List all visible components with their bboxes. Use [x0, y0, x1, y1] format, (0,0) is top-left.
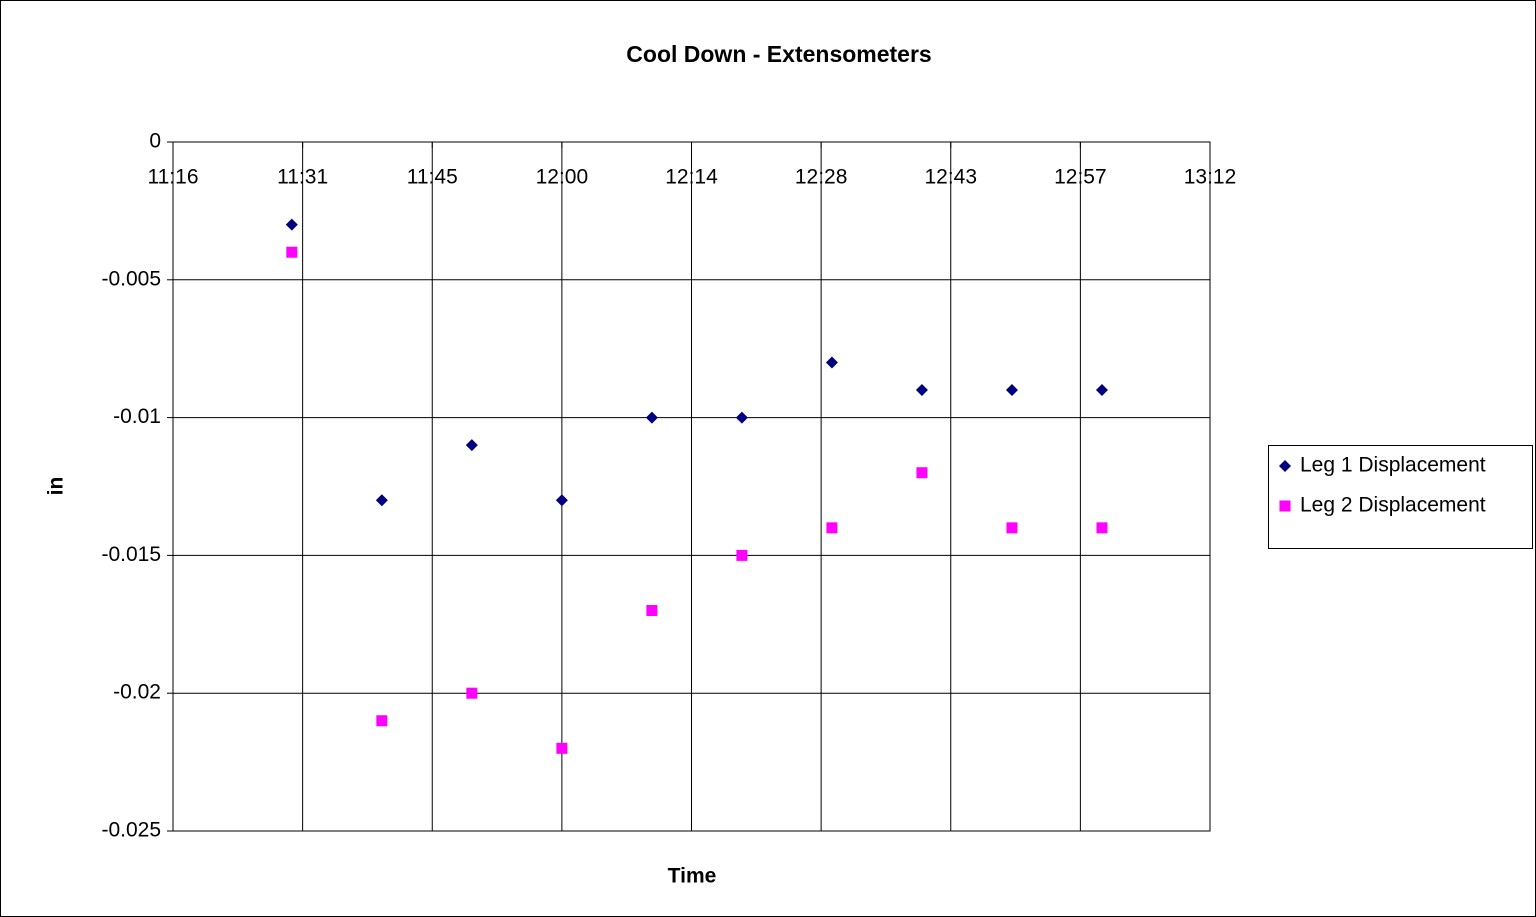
y-tick-label: 0: [149, 130, 161, 153]
y-tick-label: -0.015: [101, 543, 161, 566]
x-tick-label: 12:43: [924, 166, 977, 189]
point: [1005, 384, 1018, 397]
point: [1006, 522, 1018, 534]
point: [285, 218, 298, 231]
point: [1095, 384, 1108, 397]
x-tick-label: 12:57: [1054, 166, 1107, 189]
point: [466, 687, 478, 699]
point: [646, 605, 658, 617]
x-tick-label: 13:12: [1184, 166, 1237, 189]
point: [735, 411, 748, 424]
x-axis-label: Time: [668, 865, 717, 888]
legend: [1268, 445, 1533, 549]
y-tick-label: -0.025: [101, 819, 161, 842]
point: [375, 494, 388, 507]
point: [826, 522, 838, 534]
x-tick-label: 11:31: [277, 166, 328, 189]
y-tick-label: -0.02: [113, 681, 161, 704]
chart-title: Cool Down - Extensometers: [626, 41, 931, 67]
point: [645, 411, 658, 424]
point: [286, 246, 298, 258]
x-tick-label: 11:45: [407, 166, 458, 189]
legend-label: Leg 1 Displacement: [1300, 454, 1486, 477]
point: [556, 742, 568, 754]
y-tick-label: -0.01: [113, 405, 161, 428]
legend-label: Leg 2 Displacement: [1300, 494, 1486, 517]
x-tick-label: 11:16: [148, 166, 199, 189]
x-tick-label: 12:28: [795, 166, 848, 189]
point: [916, 467, 928, 479]
point: [376, 715, 388, 727]
point: [555, 494, 568, 507]
point: [825, 356, 838, 369]
point: [1279, 460, 1291, 472]
point: [915, 384, 928, 397]
x-tick-label: 12:00: [536, 166, 589, 189]
y-tick-label: -0.005: [101, 267, 161, 290]
point: [1279, 500, 1291, 512]
x-tick-label: 12:14: [665, 166, 718, 189]
point: [465, 439, 478, 452]
y-axis-label: in: [45, 477, 68, 496]
point: [1096, 522, 1108, 534]
point: [736, 549, 748, 561]
